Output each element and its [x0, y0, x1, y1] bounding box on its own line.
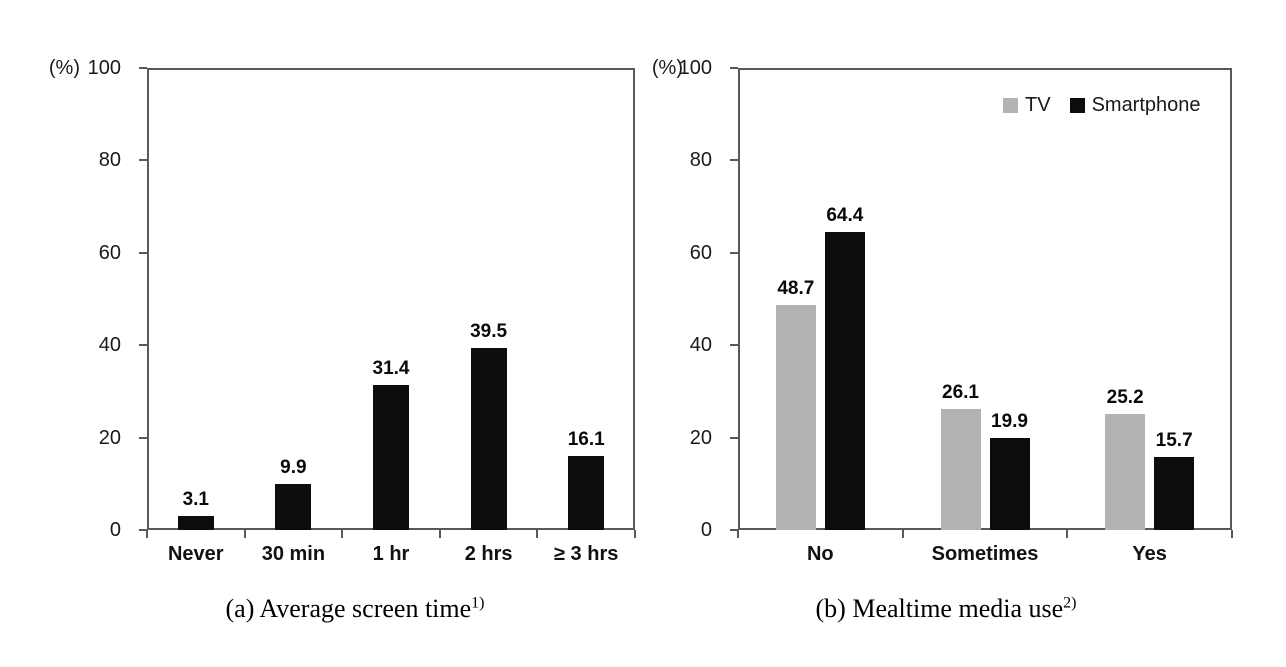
plot-area [738, 68, 1232, 530]
y-tick-label: 20 [689, 426, 712, 449]
x-tick-mark [737, 530, 739, 538]
chart-average-screen-time: (%) (a) Average screen time1) 0 20 40 60 80 1… [48, 57, 636, 625]
legend-label: TV [1025, 94, 1051, 116]
y-tick-mark [730, 529, 738, 531]
y-tick-mark [139, 529, 147, 531]
legend-item-tv: TV [1003, 92, 1051, 118]
y-tick-label: 20 [98, 426, 121, 449]
bar-smartphone [1154, 457, 1195, 530]
bar [177, 515, 214, 530]
bar-tv [775, 305, 816, 530]
chart-mealtime-media-use: (%) TV Smartphone (b) Mealtime media use2… [643, 0, 1286, 667]
y-axis-unit-label: (%) [651, 57, 683, 79]
legend-swatch-icon [1069, 97, 1085, 113]
bar-smartphone [824, 232, 865, 530]
chart-caption: (b) Mealtime media use2) [696, 593, 1196, 625]
x-tick-mark [1231, 530, 1233, 538]
y-tick-label: 80 [98, 149, 121, 172]
x-tick-mark [1066, 530, 1069, 538]
chart-caption: (a) Average screen time1) [105, 593, 605, 625]
y-tick-mark [730, 159, 738, 162]
y-tick-mark [730, 67, 738, 69]
bar [470, 347, 507, 530]
x-tick-mark [438, 530, 441, 538]
legend: TV Smartphone [1003, 92, 1201, 118]
bar-value-label: 3.1 [182, 488, 209, 510]
y-tick-mark [139, 159, 147, 162]
bar-value-label: 15.7 [1155, 430, 1193, 452]
legend-label: Smartphone [1091, 94, 1201, 116]
caption-text: (b) Mealtime media use [815, 594, 1064, 623]
x-tick-mark [901, 530, 904, 538]
x-category-label: 2 hrs [464, 543, 513, 565]
y-tick-label: 60 [689, 241, 712, 264]
y-tick-label: 100 [678, 57, 712, 79]
bar-tv [940, 409, 981, 530]
x-tick-mark [536, 530, 539, 538]
y-tick-mark [730, 436, 738, 439]
y-tick-mark [139, 67, 147, 69]
x-category-label: Yes [1132, 543, 1167, 565]
caption-footnote-marker: 1) [471, 594, 485, 612]
y-tick-mark [139, 436, 147, 439]
legend-item-smartphone: Smartphone [1069, 92, 1201, 118]
y-tick-mark [730, 251, 738, 254]
x-tick-mark [146, 530, 148, 538]
x-category-label: Sometimes [931, 543, 1039, 565]
y-tick-label: 40 [98, 334, 121, 357]
bar-value-label: 9.9 [280, 457, 307, 479]
legend-swatch-icon [1003, 97, 1018, 113]
bar-value-label: 64.4 [826, 205, 864, 227]
y-tick-label: 0 [700, 519, 712, 541]
y-tick-mark [730, 344, 738, 347]
caption-footnote-marker: 2) [1063, 594, 1077, 612]
y-tick-label: 0 [109, 519, 121, 541]
y-tick-label: 40 [689, 334, 712, 357]
bar-tv [1105, 413, 1146, 530]
y-tick-label: 80 [689, 149, 712, 172]
bar-smartphone [989, 438, 1030, 530]
x-category-label: No [806, 543, 834, 565]
bar [568, 455, 605, 530]
bar-value-label: 48.7 [777, 278, 815, 299]
bar-value-label: 25.2 [1106, 386, 1144, 408]
bar-value-label: 39.5 [470, 320, 508, 342]
caption-text: (a) Average screen time [225, 594, 472, 623]
y-tick-label: 60 [98, 241, 121, 264]
x-category-label: 30 min [261, 543, 326, 565]
x-category-label: ≥ 3 hrs [554, 543, 619, 565]
x-tick-mark [243, 530, 246, 538]
bar-value-label: 26.1 [942, 382, 979, 404]
bar-value-label: 19.9 [991, 411, 1028, 433]
y-tick-label: 100 [87, 57, 121, 79]
bar [373, 384, 409, 530]
y-tick-mark [139, 251, 147, 254]
bar-value-label: 31.4 [372, 357, 410, 379]
x-tick-mark [634, 530, 636, 538]
x-category-label: Never [167, 543, 224, 565]
y-axis-unit-label: (%) [48, 57, 80, 79]
bar-value-label: 16.1 [567, 428, 605, 450]
bar [275, 484, 312, 530]
x-category-label: 1 hr [372, 543, 410, 565]
y-tick-mark [139, 344, 147, 347]
x-tick-mark [341, 530, 344, 538]
